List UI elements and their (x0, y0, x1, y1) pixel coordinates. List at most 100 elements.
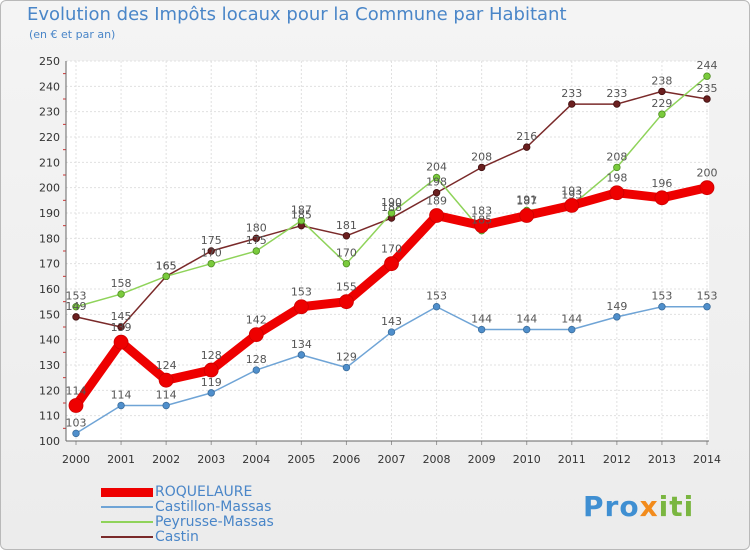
data-label: 143 (381, 315, 402, 328)
data-label: 149 (66, 300, 87, 313)
data-point (564, 197, 580, 213)
data-point (117, 401, 125, 410)
data-label: 193 (561, 184, 582, 197)
data-point (477, 325, 486, 334)
y-tick-label: 170 (39, 258, 60, 271)
data-point (658, 303, 666, 311)
y-tick-label: 140 (39, 334, 60, 347)
data-label: 153 (426, 290, 447, 303)
legend: ROQUELAURE Castillon-Massas Peyrusse-Massa… (101, 484, 361, 545)
data-point (703, 303, 711, 311)
data-label: 185 (291, 209, 312, 222)
legend-item: Castin (101, 529, 361, 545)
y-tick-label: 190 (39, 207, 60, 220)
data-label: 190 (381, 196, 402, 209)
data-label: 145 (111, 310, 132, 323)
y-tick-label: 110 (39, 410, 60, 423)
data-point (568, 100, 576, 108)
data-label: 153 (697, 290, 718, 303)
x-tick-label: 2005 (287, 453, 315, 466)
data-label: 114 (66, 385, 87, 398)
y-tick-label: 230 (39, 106, 60, 119)
data-point (248, 327, 264, 343)
data-label: 193 (561, 188, 582, 201)
data-point (252, 247, 260, 255)
data-label: 128 (246, 353, 267, 366)
legend-swatch (101, 487, 153, 497)
data-label: 208 (471, 150, 492, 163)
data-point (658, 110, 666, 118)
data-label: 144 (516, 313, 537, 326)
data-label: 165 (156, 259, 177, 272)
data-label: 185 (471, 214, 492, 227)
data-point (207, 259, 215, 268)
data-label: 134 (291, 338, 312, 351)
data-point (342, 232, 351, 240)
data-point (703, 95, 711, 103)
data-point (117, 290, 125, 298)
data-point (613, 100, 621, 108)
data-label: 198 (606, 172, 627, 185)
data-point (703, 72, 711, 80)
data-label: 114 (156, 389, 177, 402)
data-point (613, 163, 621, 172)
data-label: 119 (201, 376, 222, 389)
y-tick-label: 160 (39, 283, 60, 296)
data-label: 189 (426, 195, 447, 208)
x-tick-label: 2007 (378, 453, 406, 466)
data-point (523, 143, 531, 151)
y-tick-label: 150 (39, 308, 60, 321)
y-tick-label: 180 (39, 232, 60, 245)
legend-swatch (101, 536, 153, 538)
data-label: 233 (606, 87, 627, 100)
data-point (432, 173, 441, 182)
data-point (474, 218, 490, 234)
data-point (207, 247, 215, 255)
data-point (568, 325, 576, 334)
y-tick-label: 240 (39, 80, 60, 93)
data-label: 103 (66, 416, 87, 429)
data-point (158, 372, 174, 388)
data-label: 238 (651, 74, 672, 87)
data-point (432, 303, 441, 311)
legend-label: Castin (155, 529, 199, 545)
data-point (523, 325, 531, 334)
data-label: 198 (426, 176, 447, 189)
x-tick-label: 2003 (197, 453, 225, 466)
x-tick-label: 2013 (648, 453, 676, 466)
proxiti-logo: Proxiti (583, 490, 694, 523)
data-point (72, 429, 80, 438)
x-tick-label: 2002 (152, 453, 180, 466)
data-label: 175 (201, 234, 222, 247)
y-tick-label: 220 (39, 131, 60, 144)
data-label: 204 (426, 161, 447, 174)
logo-part-2: x (639, 490, 659, 523)
data-label: 244 (697, 59, 718, 72)
data-point (387, 209, 396, 217)
y-tick-label: 250 (39, 55, 60, 68)
data-point (339, 294, 354, 310)
data-label: 158 (111, 277, 132, 290)
data-label: 153 (291, 286, 312, 299)
data-point (203, 362, 219, 378)
data-point (113, 334, 129, 350)
data-label: 233 (561, 87, 582, 100)
data-point (477, 163, 486, 172)
y-tick-label: 100 (39, 435, 60, 448)
data-point (613, 313, 621, 321)
data-label: 144 (471, 313, 492, 326)
data-point (68, 398, 84, 413)
legend-item: Peyrusse-Massas (101, 514, 361, 530)
y-tick-label: 130 (39, 359, 60, 372)
data-label: 187 (291, 204, 312, 217)
data-point (252, 366, 260, 374)
data-point (162, 401, 170, 410)
data-point (609, 185, 625, 201)
data-label: 153 (66, 290, 87, 303)
data-point (297, 351, 306, 359)
data-label: 200 (697, 167, 718, 180)
data-label: 235 (697, 82, 718, 95)
data-point (658, 87, 666, 96)
